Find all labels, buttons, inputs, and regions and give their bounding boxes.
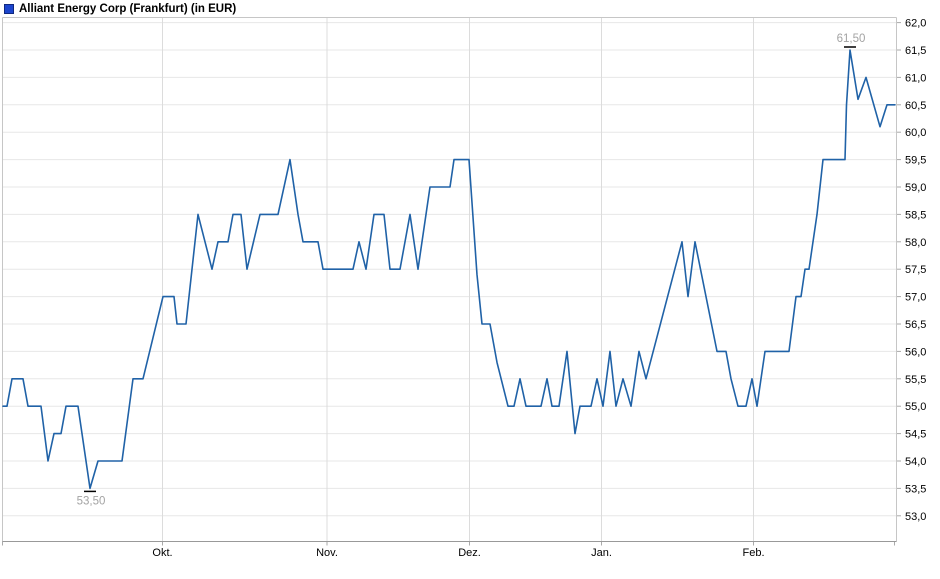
y-tick-label: 60,0	[905, 127, 926, 139]
y-tick-label: 61,5	[905, 45, 926, 57]
x-tick-label: Nov.	[316, 547, 338, 559]
y-tick-label: 55,0	[905, 401, 926, 413]
price-line-series	[2, 49, 896, 490]
x-tick-label: Okt.	[152, 547, 172, 559]
price-chart: 62,0 61,5 61,0 60,5 60,0 59,5 59,0 58,5 58,0 57,5…	[2, 17, 926, 559]
y-tick-label: 59,5	[905, 155, 926, 167]
high-value-label: 61,50	[837, 33, 866, 45]
y-tick-label: 53,5	[905, 483, 926, 495]
y-tick-label: 58,5	[905, 209, 926, 221]
low-value-label: 53,50	[77, 495, 106, 507]
vertical-gridlines	[162, 17, 754, 542]
plot-border	[2, 17, 897, 542]
y-tick-label: 58,0	[905, 237, 926, 249]
y-axis-labels: 62,0 61,5 61,0 60,5 60,0 59,5 59,0 58,5 58,0 57,5…	[905, 18, 926, 523]
price-line	[2, 49, 896, 490]
y-tick-label: 61,0	[905, 72, 926, 84]
y-axis-ticks	[896, 22, 901, 517]
y-tick-label: 57,5	[905, 264, 926, 276]
y-tick-label: 53,0	[905, 511, 926, 523]
minmax-annotations: 53,50 61,50	[77, 33, 866, 507]
y-tick-label: 57,0	[905, 292, 926, 304]
y-tick-label: 56,0	[905, 346, 926, 358]
x-axis-ticks	[2, 541, 895, 546]
chart-title: Alliant Energy Corp (Frankfurt) (in EUR)	[19, 2, 237, 15]
y-tick-label: 59,0	[905, 182, 926, 194]
horizontal-gridlines	[2, 22, 897, 517]
series-color-swatch	[4, 3, 14, 14]
y-tick-label: 56,5	[905, 319, 926, 331]
y-tick-label: 62,0	[905, 18, 926, 30]
x-tick-label: Feb.	[742, 547, 764, 559]
x-tick-label: Dez.	[458, 547, 481, 559]
x-tick-label: Jan.	[591, 547, 612, 559]
y-tick-label: 54,5	[905, 429, 926, 441]
chart-legend: Alliant Energy Corp (Frankfurt) (in EUR)	[0, 0, 236, 17]
y-tick-label: 55,5	[905, 374, 926, 386]
x-axis-labels: Okt. Nov. Dez. Jan. Feb.	[152, 547, 764, 559]
y-tick-label: 54,0	[905, 456, 926, 468]
y-tick-label: 60,5	[905, 100, 926, 112]
